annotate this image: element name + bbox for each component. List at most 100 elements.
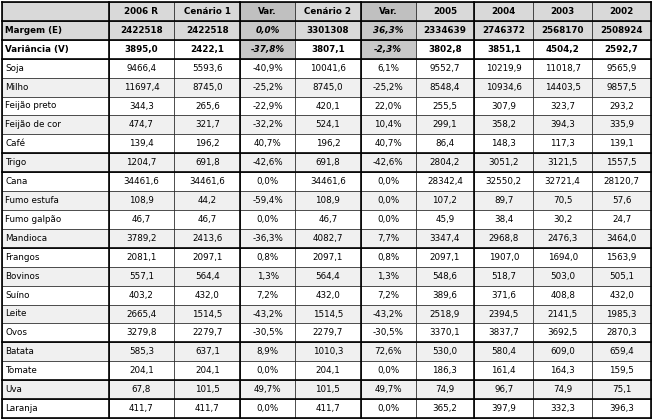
Bar (534, 342, 592, 361)
Bar (361, 304, 415, 323)
Text: 2394,5: 2394,5 (488, 310, 519, 318)
Bar (240, 2, 295, 21)
Bar (474, 361, 534, 380)
Text: 161,4: 161,4 (492, 366, 516, 375)
Bar (592, 40, 651, 59)
Bar (240, 116, 295, 134)
Bar (174, 40, 240, 59)
Text: Feijão preto: Feijão preto (5, 102, 56, 110)
Bar (295, 21, 361, 40)
Text: 34461,6: 34461,6 (123, 177, 159, 186)
Text: 411,7: 411,7 (195, 404, 219, 413)
Bar (108, 229, 174, 248)
Bar (415, 267, 474, 286)
Text: 2081,1: 2081,1 (126, 253, 157, 262)
Text: 46,7: 46,7 (132, 215, 151, 224)
Bar (174, 97, 240, 116)
Text: Tomate: Tomate (5, 366, 37, 375)
Text: 32721,4: 32721,4 (545, 177, 581, 186)
Bar (474, 172, 534, 191)
Bar (240, 40, 295, 59)
Text: 139,1: 139,1 (609, 139, 634, 148)
Text: 1,3%: 1,3% (377, 272, 399, 281)
Bar (415, 116, 474, 134)
Bar (474, 342, 534, 361)
Text: Mandioca: Mandioca (5, 234, 47, 243)
Text: 7,2%: 7,2% (257, 291, 279, 299)
Bar (2, 40, 108, 59)
Bar (2, 399, 108, 418)
Bar (534, 399, 592, 418)
Bar (361, 286, 415, 304)
Bar (415, 399, 474, 418)
Bar (534, 191, 592, 210)
Text: 11697,4: 11697,4 (123, 83, 159, 92)
Text: 101,5: 101,5 (315, 385, 340, 394)
Bar (295, 116, 361, 134)
Text: 2568170: 2568170 (541, 26, 584, 35)
Text: 691,8: 691,8 (315, 158, 340, 167)
Text: Soja: Soja (5, 64, 24, 73)
Bar (592, 134, 651, 153)
Text: -25,2%: -25,2% (252, 83, 283, 92)
Bar (361, 97, 415, 116)
Text: 2476,3: 2476,3 (547, 234, 578, 243)
Text: 2279,7: 2279,7 (192, 328, 223, 337)
Text: 0,8%: 0,8% (257, 253, 279, 262)
Text: 75,1: 75,1 (612, 385, 631, 394)
Text: 8745,0: 8745,0 (192, 83, 223, 92)
Bar (415, 2, 474, 21)
Text: 28120,7: 28120,7 (603, 177, 639, 186)
Bar (240, 304, 295, 323)
Bar (361, 172, 415, 191)
Text: 396,3: 396,3 (609, 404, 634, 413)
Bar (240, 191, 295, 210)
Bar (2, 97, 108, 116)
Text: 57,6: 57,6 (612, 196, 631, 205)
Bar (295, 229, 361, 248)
Bar (2, 342, 108, 361)
Text: 8548,4: 8548,4 (430, 83, 460, 92)
Bar (534, 78, 592, 97)
Bar (361, 229, 415, 248)
Text: 3279,8: 3279,8 (126, 328, 157, 337)
Bar (108, 286, 174, 304)
Text: Cenário 2: Cenário 2 (304, 7, 351, 16)
Text: 1907,0: 1907,0 (488, 253, 519, 262)
Bar (108, 304, 174, 323)
Bar (295, 59, 361, 78)
Text: 432,0: 432,0 (609, 291, 634, 299)
Bar (474, 304, 534, 323)
Bar (108, 21, 174, 40)
Text: -42,6%: -42,6% (373, 158, 404, 167)
Text: 4504,2: 4504,2 (546, 45, 580, 54)
Text: -22,9%: -22,9% (252, 102, 283, 110)
Text: 89,7: 89,7 (494, 196, 513, 205)
Text: -25,2%: -25,2% (373, 83, 404, 92)
Bar (2, 248, 108, 267)
Bar (108, 191, 174, 210)
Text: 36,3%: 36,3% (373, 26, 404, 35)
Bar (474, 210, 534, 229)
Text: 2518,9: 2518,9 (430, 310, 460, 318)
Bar (592, 342, 651, 361)
Text: 117,3: 117,3 (550, 139, 575, 148)
Bar (474, 191, 534, 210)
Bar (534, 304, 592, 323)
Text: -37,8%: -37,8% (251, 45, 285, 54)
Text: 40,7%: 40,7% (254, 139, 281, 148)
Text: 557,1: 557,1 (129, 272, 154, 281)
Bar (108, 172, 174, 191)
Bar (534, 116, 592, 134)
Text: -40,9%: -40,9% (252, 64, 283, 73)
Text: 691,8: 691,8 (195, 158, 219, 167)
Bar (415, 229, 474, 248)
Bar (592, 399, 651, 418)
Text: 44,2: 44,2 (198, 196, 217, 205)
Text: 0,0%: 0,0% (377, 366, 399, 375)
Bar (174, 248, 240, 267)
Text: 0,0%: 0,0% (377, 196, 399, 205)
Bar (174, 342, 240, 361)
Text: 2592,7: 2592,7 (605, 45, 639, 54)
Text: 159,5: 159,5 (609, 366, 634, 375)
